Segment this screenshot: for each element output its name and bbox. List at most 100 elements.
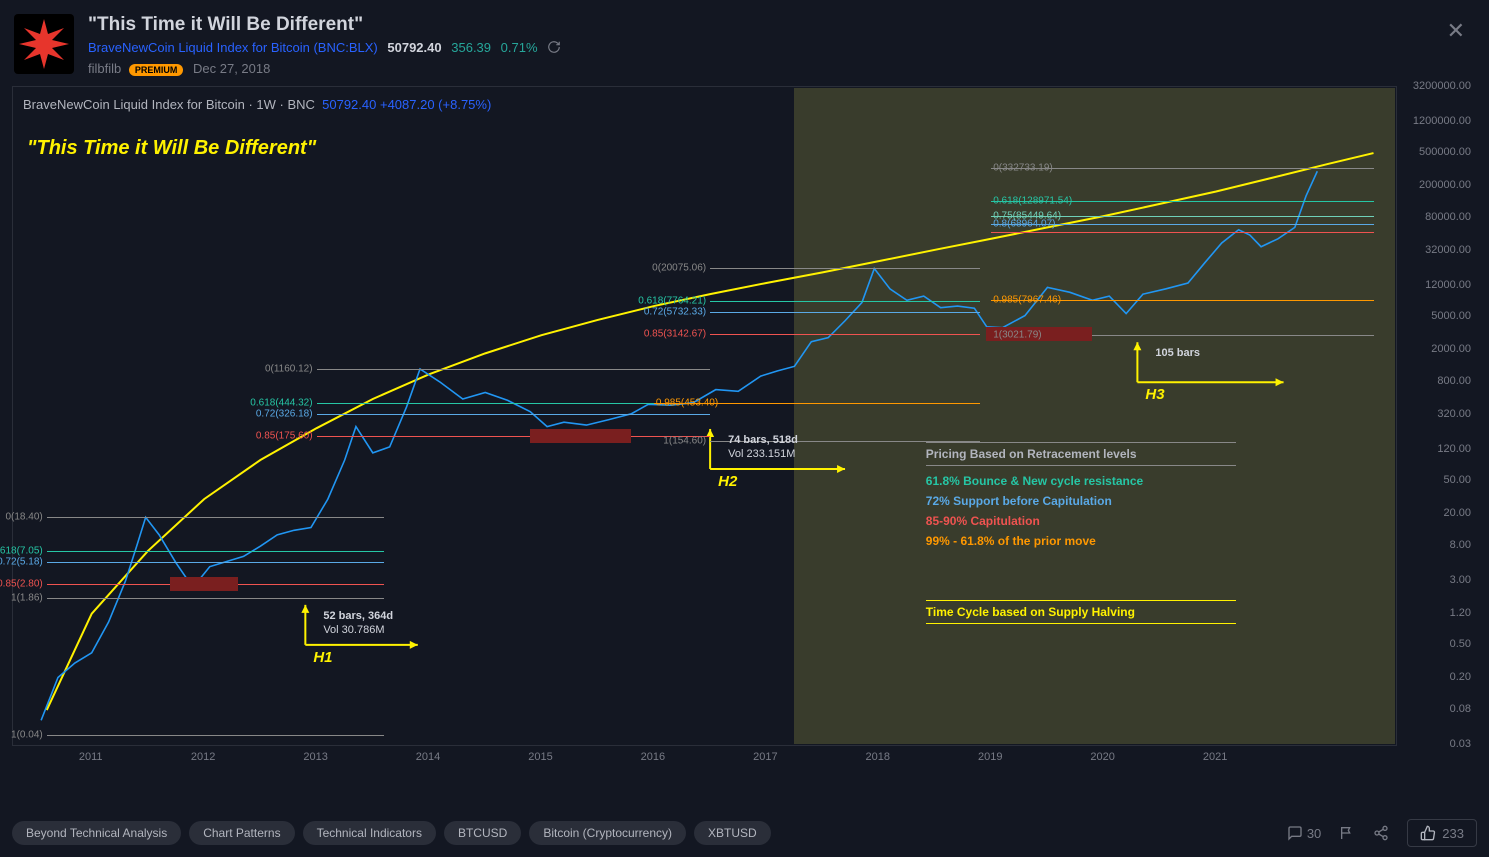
instrument-name[interactable]: BraveNewCoin Liquid Index for Bitcoin [88,40,310,55]
idea-title: "This Time it Will Be Different" [88,14,1429,36]
fib-line [317,436,711,437]
legend-title: Time Cycle based on Supply Halving [926,600,1236,624]
chart-plot-area[interactable]: BraveNewCoin Liquid Index for Bitcoin · … [12,86,1397,746]
x-tick: 2016 [641,751,665,763]
halving-info: 74 bars, 518dVol 233.151M [728,433,798,462]
legend-pricing: Pricing Based on Retracement levels61.8%… [926,442,1236,554]
fib-line [991,232,1373,233]
fib-label: 0.72(326.18) [256,409,313,420]
x-tick: 2019 [978,751,1002,763]
fib-line [47,735,384,736]
halving-info: 105 bars [1155,346,1200,360]
fib-label: 0.618(7764.21) [638,296,706,307]
x-tick: 2014 [416,751,440,763]
fib-line [317,414,711,415]
footer: Beyond Technical Analysis Chart Patterns T… [12,819,1477,847]
fib-line [47,598,384,599]
fib-line [710,301,980,302]
fib-label: 0(20075.06) [652,262,706,273]
fib-line [47,562,384,563]
fib-line [47,551,384,552]
y-tick: 0.50 [1450,638,1471,650]
y-axis: 3200000.001200000.00500000.00200000.0080… [1399,86,1477,746]
legend-line: 72% Support before Capitulation [926,494,1236,508]
y-tick: 3200000.00 [1413,80,1471,92]
tag[interactable]: Beyond Technical Analysis [12,821,181,845]
y-tick: 1200000.00 [1413,115,1471,127]
x-tick: 2020 [1090,751,1114,763]
fib-label: 0.72(5.18) [0,556,43,567]
halving-info: 52 bars, 364dVol 30.786M [323,609,393,638]
likes-count: 233 [1442,826,1464,841]
chart-container: BraveNewCoin Liquid Index for Bitcoin · … [12,86,1477,786]
share-button[interactable] [1373,825,1389,841]
tag[interactable]: BTCUSD [444,821,521,845]
tag-list: Beyond Technical Analysis Chart Patterns T… [12,821,771,845]
fib-label: 1(1.86) [11,593,43,604]
fib-label: 0(1160.12) [265,364,313,375]
close-icon[interactable]: ✕ [1443,14,1469,48]
fib-label: 0(332733.19) [993,162,1053,173]
y-tick: 120.00 [1437,443,1471,455]
flag-button[interactable] [1339,825,1355,841]
tag[interactable]: Chart Patterns [189,821,294,845]
comments-button[interactable]: 30 [1287,825,1321,841]
fib-label: 1(3021.79) [993,329,1041,340]
fib-line [47,517,384,518]
x-tick: 2011 [79,751,103,763]
fib-label: 1(154.60) [663,435,706,446]
legend-line: 85-90% Capitulation [926,514,1236,528]
header: "This Time it Will Be Different" BraveNe… [0,0,1489,86]
fib-label: 1(0.04) [11,729,43,740]
instrument-symbol[interactable]: (BNC:BLX) [313,40,377,55]
instrument-line: BraveNewCoin Liquid Index for Bitcoin (B… [88,40,1429,57]
y-tick: 1.20 [1450,607,1471,619]
last-price: 50792.40 [387,40,441,55]
y-tick: 50.00 [1443,474,1471,486]
fib-label: 0.85(175.60) [256,431,313,442]
legend-title: Pricing Based on Retracement levels [926,442,1236,466]
tag[interactable]: Technical Indicators [303,821,436,845]
fib-line [710,334,980,335]
refresh-icon[interactable] [547,40,561,57]
author-line: filbfilb PREMIUM Dec 27, 2018 [88,61,1429,76]
like-button[interactable]: 233 [1407,819,1477,847]
tag[interactable]: XBTUSD [694,821,771,845]
y-tick: 0.03 [1450,738,1471,750]
fib-label: 0.618(7.05) [0,545,43,556]
fib-label: 0.985(7967.46) [993,295,1061,306]
halving-label: H3 [1145,386,1164,403]
y-tick: 0.08 [1450,703,1471,715]
halving-label: H1 [313,649,332,666]
fib-line [710,312,980,313]
footer-actions: 30 233 [1287,819,1477,847]
author-name[interactable]: filbfilb [88,61,121,76]
publish-date: Dec 27, 2018 [193,61,270,76]
x-tick: 2013 [303,751,327,763]
x-tick: 2015 [528,751,552,763]
chart-svg [13,87,1396,745]
capitulation-box [530,429,631,443]
chart-ohlc-change: +4087.20 (+8.75%) [380,97,491,112]
y-tick: 500000.00 [1419,146,1471,158]
fib-label: 0.618(444.32) [250,398,312,409]
chart-ohlc-price: 50792.40 [322,97,376,112]
y-tick: 12000.00 [1425,279,1471,291]
y-tick: 20.00 [1443,507,1471,519]
y-tick: 32000.00 [1425,244,1471,256]
chart-symbol-name: BraveNewCoin Liquid Index for Bitcoin · … [23,97,315,112]
fib-line [317,403,711,404]
y-tick: 80000.00 [1425,211,1471,223]
author-avatar[interactable] [14,14,74,74]
fib-line [317,369,711,370]
fib-label: 0.8(68964.07) [993,218,1055,229]
tag[interactable]: Bitcoin (Cryptocurrency) [529,821,686,845]
y-tick: 0.20 [1450,671,1471,683]
capitulation-box [170,577,237,591]
fib-label: 0(18.40) [5,511,42,522]
y-tick: 8.00 [1450,539,1471,551]
fib-line [710,268,980,269]
fib-label: 0.985(453.40) [656,397,718,408]
comments-count: 30 [1307,826,1321,841]
x-tick: 2017 [753,751,777,763]
